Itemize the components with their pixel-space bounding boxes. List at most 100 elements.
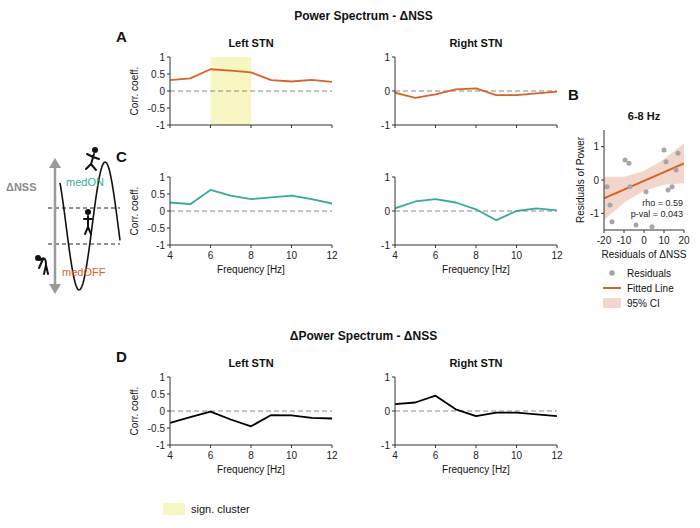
y-tick-label: -1 — [590, 208, 599, 219]
residual-point — [605, 184, 610, 189]
correlation-line — [395, 88, 557, 98]
y-axis-title: Corr. coeff. — [129, 387, 140, 436]
x-tick — [395, 245, 396, 248]
x-tick — [251, 125, 252, 128]
line-chart: -1-0.500.51Left STNPower Spectrum - ΔNSS… — [116, 9, 433, 515]
confidence-band — [604, 143, 684, 220]
y-tick — [167, 377, 170, 378]
fitted-line — [604, 163, 684, 198]
schematic: ΔNSSmedONmedOFF — [6, 147, 120, 294]
x-tick-label: 8 — [248, 250, 254, 261]
state-label: medON — [66, 176, 104, 188]
residual-point — [664, 159, 669, 164]
line-chart: -101Right STN — [381, 37, 557, 131]
y-tick — [392, 177, 395, 178]
x-tick — [604, 230, 605, 233]
y-tick — [167, 411, 170, 412]
zero-line — [395, 211, 557, 212]
legend-label: sign. cluster — [191, 503, 250, 515]
threshold-line — [48, 208, 120, 209]
panel-title: Right STN — [449, 357, 502, 369]
person-icon — [84, 209, 92, 234]
y-tick — [167, 74, 170, 75]
correlation-line — [395, 199, 557, 220]
panel-title: Left STN — [228, 37, 273, 49]
y-axis-title: Residuals of Power — [575, 136, 586, 223]
x-tick-label: 10 — [511, 250, 523, 261]
x-tick — [476, 245, 477, 248]
y-tick-label: 1 — [593, 141, 599, 152]
icon-head — [85, 209, 91, 215]
x-tick — [291, 445, 292, 448]
x-tick — [435, 125, 436, 128]
x-tick — [210, 445, 211, 448]
legend-swatch — [163, 503, 185, 515]
panel-letter: C — [116, 148, 127, 165]
stat-annotation: rho = 0.59 — [642, 198, 683, 208]
y-tick-label: 1 — [159, 52, 165, 63]
y-tick-label: -1 — [381, 240, 390, 251]
y-tick — [167, 211, 170, 212]
y-tick-label: 0 — [593, 175, 599, 186]
residual-point — [627, 161, 632, 166]
panel-letter: A — [116, 28, 127, 45]
correlation-line — [170, 412, 332, 427]
line-chart: -1014681012Right STNFrequency [Hz] — [381, 357, 563, 475]
y-tick-label: 0 — [384, 206, 390, 217]
stat-annotation: p-val = 0.043 — [631, 209, 683, 219]
axis-label: ΔNSS — [6, 181, 37, 193]
x-axis-title: Frequency [Hz] — [442, 264, 510, 275]
correlation-line — [170, 69, 332, 82]
x-tick — [210, 245, 211, 248]
y-axis-title: Corr. coeff. — [129, 67, 140, 116]
x-tick-label: 8 — [473, 250, 479, 261]
plot-marks — [395, 88, 557, 98]
x-tick — [332, 125, 333, 128]
y-tick-label: 0 — [159, 406, 165, 417]
x-tick — [170, 125, 171, 128]
x-tick-label: 6 — [208, 450, 214, 461]
plot-marks — [395, 396, 557, 416]
line-chart: -1014681012Frequency [Hz] — [381, 172, 563, 276]
x-tick-label: 6 — [208, 250, 214, 261]
x-tick — [664, 230, 665, 233]
y-tick-label: 0 — [384, 406, 390, 417]
x-tick — [516, 245, 517, 248]
y-tick-label: 1 — [159, 172, 165, 183]
y-tick-label: -0.5 — [148, 223, 166, 234]
residual-point — [608, 203, 613, 208]
panel-title: Right STN — [449, 37, 502, 49]
residual-point — [644, 189, 649, 194]
x-tick — [395, 125, 396, 128]
x-tick-label: 12 — [326, 450, 338, 461]
x-tick — [170, 445, 171, 448]
y-tick — [167, 428, 170, 429]
y-tick-label: 0.5 — [151, 189, 165, 200]
y-tick-label: -0.5 — [148, 103, 166, 114]
x-tick-label: 0 — [641, 235, 647, 246]
correlation-line — [395, 396, 557, 416]
x-tick-label: 12 — [551, 450, 563, 461]
y-tick-label: 0.5 — [151, 389, 165, 400]
panel-letter: B — [568, 86, 579, 103]
x-tick-label: 4 — [167, 450, 173, 461]
x-tick — [395, 445, 396, 448]
x-tick-label: 6 — [433, 250, 439, 261]
threshold-line — [48, 244, 120, 245]
plot-marks — [604, 143, 684, 229]
arrow-head — [49, 284, 61, 294]
y-tick-label: 1 — [384, 172, 390, 183]
x-tick — [516, 125, 517, 128]
x-tick — [476, 445, 477, 448]
x-axis-title: Residuals of ΔNSS — [601, 249, 686, 260]
y-tick-label: -0.5 — [148, 423, 166, 434]
y-tick-label: 0 — [384, 86, 390, 97]
y-tick-label: 0 — [159, 206, 165, 217]
legend-label: Residuals — [627, 268, 671, 279]
y-tick-label: 1 — [384, 52, 390, 63]
y-tick — [392, 57, 395, 58]
line-chart: -1-0.500.514681012Left STNΔPower Spectru… — [116, 329, 437, 475]
x-tick-label: 20 — [678, 235, 690, 246]
x-tick-label: 10 — [286, 450, 298, 461]
y-tick — [601, 146, 604, 147]
